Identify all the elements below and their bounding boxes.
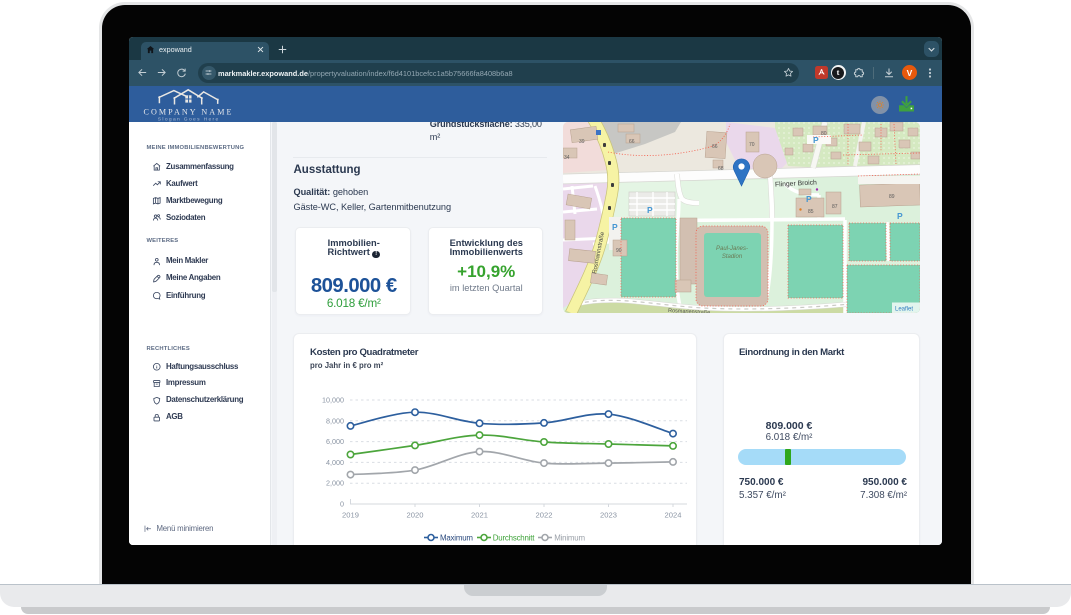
svg-text:87: 87	[832, 204, 838, 210]
svg-text:COMPANY NAME: COMPANY NAME	[144, 108, 234, 117]
svg-text:Paul-Janes-: Paul-Janes-	[716, 246, 748, 252]
svg-text:2019: 2019	[342, 510, 359, 519]
svg-text:10,000: 10,000	[322, 395, 344, 404]
svg-text:Leaflet: Leaflet	[895, 307, 913, 313]
svg-text:34: 34	[564, 155, 570, 161]
svg-text:Rosmarienstraße: Rosmarienstraße	[668, 308, 710, 312]
svg-text:2024: 2024	[665, 510, 682, 519]
svg-text:89: 89	[889, 194, 895, 200]
svg-text:P: P	[612, 222, 618, 232]
svg-text:0: 0	[340, 499, 344, 508]
svg-text:2023: 2023	[600, 510, 617, 519]
svg-text:85: 85	[808, 209, 814, 215]
svg-text:P: P	[806, 194, 812, 204]
svg-text:66: 66	[629, 139, 635, 145]
svg-text:P: P	[897, 211, 903, 221]
svg-text:70: 70	[749, 142, 755, 148]
svg-text:Stadion: Stadion	[722, 254, 743, 260]
svg-text:90: 90	[616, 248, 622, 254]
svg-text:2021: 2021	[471, 510, 488, 519]
svg-text:8,000: 8,000	[326, 416, 344, 425]
svg-text:39: 39	[579, 139, 585, 145]
svg-text:2,000: 2,000	[326, 478, 344, 487]
svg-text:68: 68	[718, 166, 724, 172]
svg-text:P: P	[813, 135, 819, 145]
svg-text:4,000: 4,000	[326, 457, 344, 466]
svg-text:80: 80	[821, 131, 827, 137]
svg-text:P: P	[647, 205, 653, 215]
svg-text:Slogan Goes Here: Slogan Goes Here	[158, 116, 220, 122]
svg-text:6,000: 6,000	[326, 437, 344, 446]
svg-text:66: 66	[712, 144, 718, 150]
svg-text:2020: 2020	[407, 510, 424, 519]
svg-text:2022: 2022	[536, 510, 553, 519]
svg-text:Flinger Broich: Flinger Broich	[775, 179, 817, 188]
